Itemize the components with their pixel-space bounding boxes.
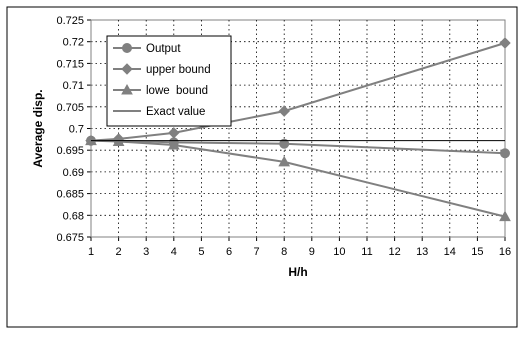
x-tick-label: 12: [388, 246, 400, 258]
x-tick-label: 7: [254, 246, 260, 258]
x-tick-label: 9: [309, 246, 315, 258]
y-tick-label: 0.695: [56, 145, 84, 157]
y-tick-label: 0.715: [56, 58, 84, 70]
x-tick-label: 16: [499, 246, 511, 258]
data-point-triangle: [121, 83, 133, 95]
legend-label: lowe bound: [146, 85, 208, 97]
x-tick-label: 3: [143, 246, 149, 258]
y-tick-label: 0.69: [63, 167, 84, 179]
x-tick-label: 5: [198, 246, 204, 258]
y-tick-label: 0.675: [56, 232, 84, 244]
data-point-circle: [279, 138, 290, 149]
x-tick-label: 8: [281, 246, 287, 258]
data-point-diamond: [499, 37, 511, 49]
legend-label: upper bound: [146, 64, 211, 76]
x-tick-label: 11: [361, 246, 372, 258]
x-tick-label: 4: [171, 246, 177, 258]
legend-label: Output: [146, 43, 181, 55]
legend-item: Output: [113, 43, 181, 55]
y-tick-label: 0.72: [63, 37, 84, 49]
series: [85, 37, 511, 222]
legend-item: lowe bound: [113, 83, 208, 97]
legend: Output upper bound lowe bound Exact value: [106, 35, 232, 127]
x-tick-label: 1: [88, 246, 94, 258]
data-point-circle: [122, 43, 132, 53]
x-tick-label: 2: [116, 246, 122, 258]
data-point-triangle: [278, 155, 291, 167]
data-point-diamond: [168, 127, 180, 139]
y-tick-label: 0.71: [63, 80, 84, 92]
y-axis-label: Average disp.: [31, 89, 45, 167]
series-lowe-bound: [85, 134, 511, 222]
y-tick-label: 0.685: [56, 189, 84, 201]
y-tick-label: 0.705: [56, 102, 84, 114]
y-tick-label: 0.725: [56, 15, 84, 27]
legend-item: upper bound: [113, 63, 211, 76]
legend-item: Exact value: [113, 106, 205, 118]
data-point-triangle: [167, 138, 180, 150]
x-tick-label: 14: [444, 246, 456, 258]
x-tick-label: 13: [416, 246, 428, 258]
data-point-triangle: [499, 210, 511, 222]
data-point-circle: [500, 148, 510, 159]
x-tick-label: 6: [226, 246, 232, 258]
axes: 1 2 3 4 5 6 7 8 9 10 11 12 13 14 15 160.6750.680.6850.6…: [56, 15, 511, 258]
data-point-diamond: [121, 63, 133, 75]
y-tick-label: 0.7: [69, 124, 84, 136]
x-axis-label: H/h: [288, 265, 307, 279]
y-tick-label: 0.68: [63, 210, 84, 222]
data-point-diamond: [278, 105, 290, 117]
legend-label: Exact value: [146, 106, 205, 118]
series-upper-bound: [85, 37, 511, 147]
x-tick-label: 10: [333, 246, 345, 258]
x-tick-label: 15: [471, 246, 483, 258]
